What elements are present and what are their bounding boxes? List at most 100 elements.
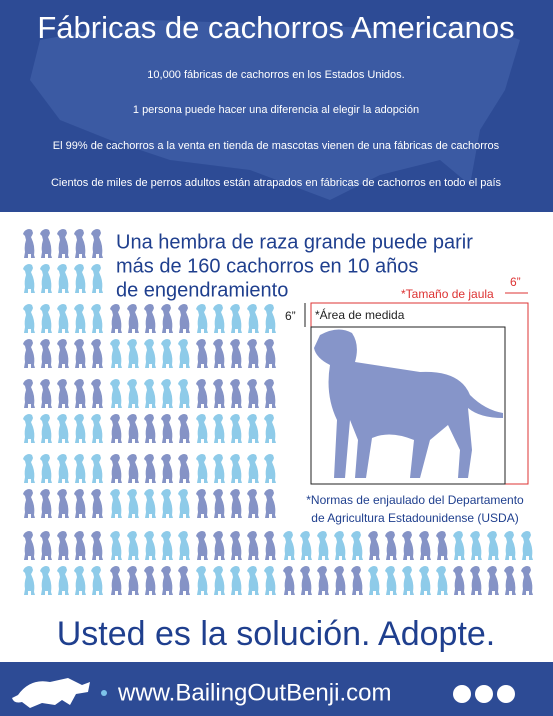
puppy-icon: [57, 229, 69, 258]
puppy-icon: [196, 489, 208, 518]
puppy-icon: [23, 566, 35, 595]
puppy-icon: [127, 566, 139, 595]
puppy-icon: [213, 304, 225, 333]
cage-label: *Tamaño de jaula: [401, 287, 494, 301]
puppy-icon: [264, 304, 276, 333]
puppy-icon: [178, 379, 190, 408]
puppy-icon: [57, 489, 69, 518]
puppy-icon: [23, 414, 35, 443]
puppy-icon: [161, 454, 173, 483]
area-label: *Área de medida: [315, 307, 405, 322]
puppy-icon: [230, 339, 242, 368]
puppy-icon: [23, 379, 35, 408]
puppy-icon: [178, 531, 190, 560]
puppy-icon: [264, 489, 276, 518]
puppy-icon: [436, 531, 448, 560]
puppy-icon: [504, 531, 516, 560]
puppy-icon: [283, 566, 295, 595]
bullet: [101, 690, 107, 696]
puppy-icon: [110, 454, 122, 483]
fact: 10,000 fábricas de cachorros en los Esta…: [147, 69, 404, 81]
puppy-icon: [161, 304, 173, 333]
puppy-icon: [161, 531, 173, 560]
puppy-icon: [317, 531, 329, 560]
puppy-icon: [23, 531, 35, 560]
facebook-icon[interactable]: [453, 685, 471, 703]
puppy-icon: [161, 379, 173, 408]
puppy-icon: [264, 339, 276, 368]
puppy-icon: [368, 566, 380, 595]
puppy-icon: [57, 414, 69, 443]
puppy-icon: [247, 489, 259, 518]
puppy-icon: [196, 304, 208, 333]
puppy-icon: [178, 304, 190, 333]
footnote: de Agricultura Estadounidense (USDA): [311, 511, 518, 525]
puppy-icon: [110, 489, 122, 518]
puppy-icon: [144, 304, 156, 333]
puppy-icon: [144, 531, 156, 560]
puppy-icon: [161, 489, 173, 518]
puppy-icon: [110, 339, 122, 368]
puppy-icon: [23, 304, 35, 333]
puppy-icon: [161, 414, 173, 443]
puppy-icon: [247, 531, 259, 560]
puppy-icon: [40, 339, 52, 368]
puppy-icon: [385, 531, 397, 560]
puppy-icon: [213, 531, 225, 560]
puppy-icon: [178, 339, 190, 368]
puppy-icon: [230, 566, 242, 595]
puppy-icon: [57, 304, 69, 333]
puppy-icon: [127, 379, 139, 408]
puppy-icon: [127, 414, 139, 443]
fact: 1 persona puede hacer una diferencia al …: [133, 104, 419, 116]
puppy-icon: [74, 489, 86, 518]
puppy-icon: [334, 531, 346, 560]
instagram-icon[interactable]: [497, 685, 515, 703]
puppy-icon: [161, 566, 173, 595]
puppy-icon: [247, 379, 259, 408]
puppy-icon: [487, 531, 499, 560]
puppy-icon: [91, 304, 103, 333]
puppy-icon: [213, 454, 225, 483]
running-dog-logo: [12, 678, 90, 708]
puppy-icon: [436, 566, 448, 595]
url[interactable]: www.BailingOutBenji.com: [117, 679, 391, 706]
puppy-icon: [40, 489, 52, 518]
puppy-icon: [144, 379, 156, 408]
puppy-icon: [213, 414, 225, 443]
map-silhouette: [30, 20, 520, 200]
puppy-icon: [334, 566, 346, 595]
puppy-icon: [74, 531, 86, 560]
puppy-icon: [23, 454, 35, 483]
puppy-icon: [178, 566, 190, 595]
puppy-icon: [40, 379, 52, 408]
puppy-icon: [247, 304, 259, 333]
puppy-icon: [74, 379, 86, 408]
puppy-icon: [230, 414, 242, 443]
puppy-icon: [110, 531, 122, 560]
puppy-icon: [196, 566, 208, 595]
twitter-icon[interactable]: [475, 685, 493, 703]
puppy-icon: [74, 304, 86, 333]
puppy-icon: [40, 264, 52, 293]
puppy-icon: [264, 454, 276, 483]
heading: de engendramiento: [116, 279, 288, 301]
title: Fábricas de cachorros Americanos: [37, 10, 514, 45]
puppy-icon: [213, 566, 225, 595]
puppy-icon: [385, 566, 397, 595]
fact: El 99% de cachorros a la venta en tienda…: [53, 140, 500, 152]
puppy-icon: [91, 454, 103, 483]
puppy-icon: [196, 339, 208, 368]
puppy-icon: [127, 531, 139, 560]
puppy-icon: [91, 379, 103, 408]
puppy-icon: [110, 566, 122, 595]
slogan: Usted es la solución. Adopte.: [57, 615, 496, 653]
puppy-icon: [230, 454, 242, 483]
puppy-icon: [351, 566, 363, 595]
puppy-icon: [40, 454, 52, 483]
puppy-icon: [74, 566, 86, 595]
puppy-icon: [196, 379, 208, 408]
puppy-icon: [144, 414, 156, 443]
